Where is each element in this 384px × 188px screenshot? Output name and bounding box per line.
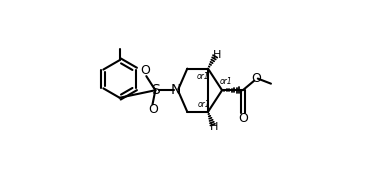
Text: O: O: [252, 72, 261, 86]
Text: S: S: [151, 83, 160, 97]
Text: or1: or1: [220, 77, 232, 86]
Text: N: N: [171, 83, 181, 97]
Text: O: O: [238, 112, 248, 125]
Text: O: O: [141, 64, 150, 77]
Text: H: H: [213, 49, 222, 60]
Text: or1: or1: [198, 100, 210, 109]
Text: O: O: [149, 103, 158, 116]
Text: or1: or1: [197, 72, 210, 81]
Text: H: H: [210, 122, 219, 133]
